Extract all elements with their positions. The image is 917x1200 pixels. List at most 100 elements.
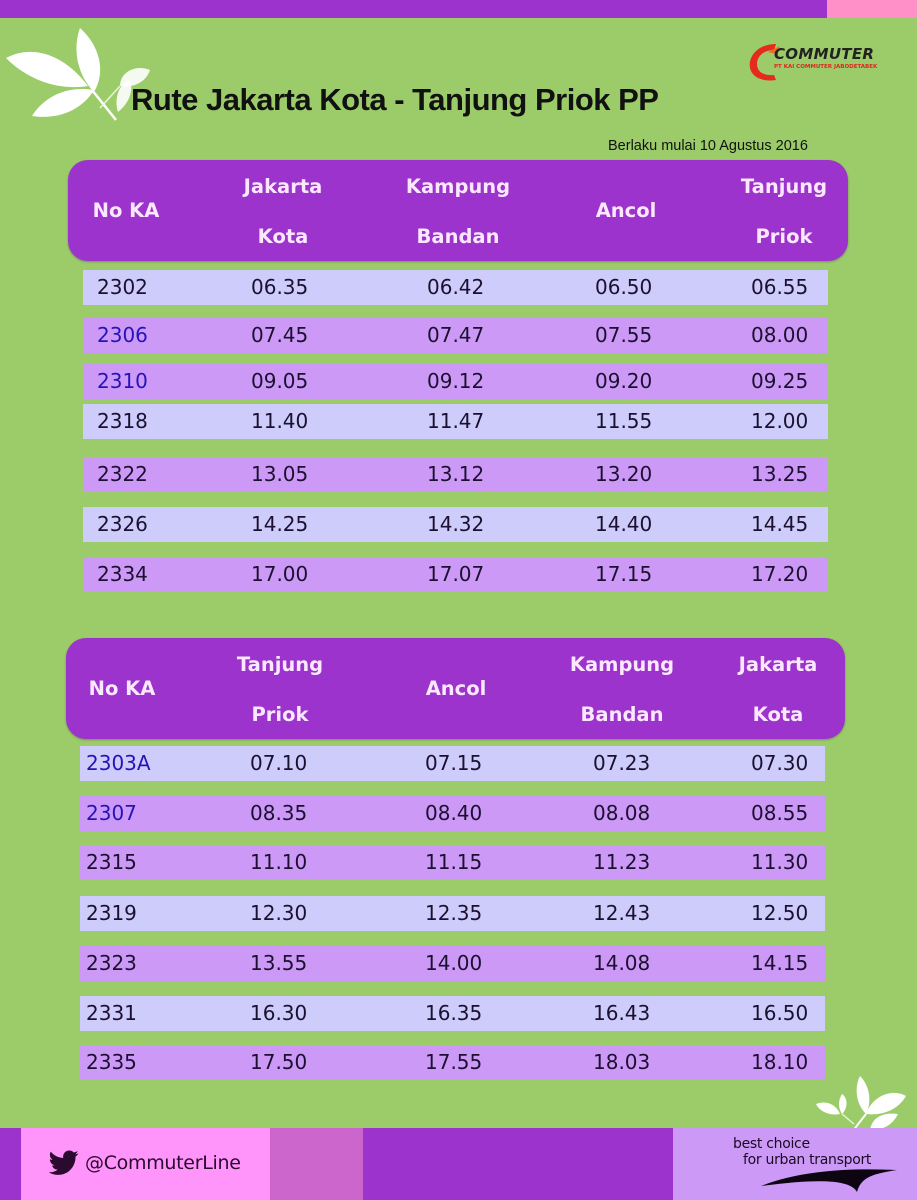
train-number: 2326 bbox=[97, 512, 148, 536]
train-number: 2335 bbox=[86, 1050, 137, 1074]
departure-time: 18.03 bbox=[593, 1050, 651, 1074]
top-color-bar bbox=[0, 0, 917, 18]
header-jakarta-kota: Jakarta Kota bbox=[738, 653, 818, 726]
departure-time: 11.10 bbox=[250, 850, 308, 874]
departure-time: 16.30 bbox=[250, 1001, 308, 1025]
departure-time: 13.12 bbox=[427, 462, 485, 486]
table-row: 2335 17.50 17.55 18.03 18.10 bbox=[80, 1045, 825, 1080]
departure-time: 14.32 bbox=[427, 512, 485, 536]
departure-time: 14.40 bbox=[595, 512, 653, 536]
train-number: 2315 bbox=[86, 850, 137, 874]
footer-tagline-segment: best choice for urban transport bbox=[673, 1128, 917, 1200]
header-no-ka: No KA bbox=[88, 677, 156, 700]
departure-time: 08.55 bbox=[751, 801, 809, 825]
table-row: 2319 12.30 12.35 12.43 12.50 bbox=[80, 896, 825, 931]
departure-time: 09.20 bbox=[595, 369, 653, 393]
train-number: 2310 bbox=[97, 369, 148, 393]
train-number: 2319 bbox=[86, 901, 137, 925]
departure-time: 17.55 bbox=[425, 1050, 483, 1074]
page-title: Rute Jakarta Kota - Tanjung Priok PP bbox=[131, 82, 659, 117]
leaves-decoration-icon bbox=[816, 1076, 906, 1132]
departure-time: 17.20 bbox=[751, 562, 809, 586]
departure-time: 07.45 bbox=[251, 323, 309, 347]
departure-time: 06.50 bbox=[595, 275, 653, 299]
commuter-logo-icon bbox=[749, 44, 780, 81]
departure-time: 11.47 bbox=[427, 409, 485, 433]
header-ancol: Ancol bbox=[425, 677, 487, 700]
top-bar-purple-segment bbox=[0, 0, 827, 18]
table1-header: No KA Jakarta Kota Kampung Bandan Ancol … bbox=[68, 160, 848, 261]
departure-time: 13.25 bbox=[751, 462, 809, 486]
logo-name: COMMUTER bbox=[774, 45, 875, 63]
departure-time: 08.40 bbox=[425, 801, 483, 825]
swoosh-icon bbox=[761, 1169, 897, 1192]
train-number: 2318 bbox=[97, 409, 148, 433]
departure-time: 07.15 bbox=[425, 751, 483, 775]
table-row: 2334 17.00 17.07 17.15 17.20 bbox=[83, 557, 828, 592]
footer: @CommuterLine best choice for urban tran… bbox=[0, 1128, 917, 1200]
departure-time: 07.10 bbox=[250, 751, 308, 775]
table-row: 2306 07.45 07.47 07.55 08.00 bbox=[83, 318, 828, 353]
departure-time: 08.00 bbox=[751, 323, 809, 347]
departure-time: 11.23 bbox=[593, 850, 651, 874]
departure-time: 16.35 bbox=[425, 1001, 483, 1025]
departure-time: 12.50 bbox=[751, 901, 809, 925]
departure-time: 16.50 bbox=[751, 1001, 809, 1025]
table-row: 2307 08.35 08.40 08.08 08.55 bbox=[80, 796, 825, 831]
departure-time: 14.25 bbox=[251, 512, 309, 536]
departure-time: 12.00 bbox=[751, 409, 809, 433]
train-number: 2306 bbox=[97, 323, 148, 347]
train-number: 2307 bbox=[86, 801, 137, 825]
table-row: 2303A 07.10 07.15 07.23 07.30 bbox=[80, 746, 825, 781]
header-jakarta-kota: Jakarta Kota bbox=[243, 175, 323, 248]
header-tanjung-priok: Tanjung Priok bbox=[740, 175, 828, 248]
twitter-handle: @CommuterLine bbox=[85, 1152, 241, 1174]
footer-purple-segment bbox=[0, 1128, 21, 1200]
departure-time: 17.50 bbox=[250, 1050, 308, 1074]
train-number: 2331 bbox=[86, 1001, 137, 1025]
departure-time: 06.55 bbox=[751, 275, 809, 299]
departure-time: 13.55 bbox=[250, 951, 308, 975]
departure-time: 07.30 bbox=[751, 751, 809, 775]
table2-header: No KA Tanjung Priok Ancol Kampung Bandan… bbox=[66, 638, 845, 739]
departure-time: 14.00 bbox=[425, 951, 483, 975]
table-row: 2326 14.25 14.32 14.40 14.45 bbox=[83, 507, 828, 542]
twitter-link[interactable]: @CommuterLine bbox=[49, 1150, 241, 1176]
tagline-line2: for urban transport bbox=[743, 1152, 872, 1168]
departure-time: 17.07 bbox=[427, 562, 485, 586]
top-bar-pink-segment bbox=[827, 0, 917, 18]
header-no-ka: No KA bbox=[92, 199, 160, 222]
departure-time: 11.30 bbox=[751, 850, 809, 874]
departure-time: 11.40 bbox=[251, 409, 309, 433]
twitter-bird-icon bbox=[49, 1150, 79, 1175]
departure-time: 11.55 bbox=[595, 409, 653, 433]
header-ancol: Ancol bbox=[595, 199, 657, 222]
valid-from-date: Berlaku mulai 10 Agustus 2016 bbox=[608, 138, 808, 154]
table-row: 2331 16.30 16.35 16.43 16.50 bbox=[80, 996, 825, 1031]
departure-time: 17.00 bbox=[251, 562, 309, 586]
departure-time: 07.47 bbox=[427, 323, 485, 347]
departure-time: 06.42 bbox=[427, 275, 485, 299]
departure-time: 18.10 bbox=[751, 1050, 809, 1074]
departure-time: 08.35 bbox=[250, 801, 308, 825]
train-number: 2322 bbox=[97, 462, 148, 486]
train-number: 2334 bbox=[97, 562, 148, 586]
table-row: 2322 13.05 13.12 13.20 13.25 bbox=[83, 457, 828, 492]
train-number: 2323 bbox=[86, 951, 137, 975]
departure-time: 13.05 bbox=[251, 462, 309, 486]
departure-time: 14.15 bbox=[751, 951, 809, 975]
departure-time: 17.15 bbox=[595, 562, 653, 586]
departure-time: 12.30 bbox=[250, 901, 308, 925]
table-row: 2323 13.55 14.00 14.08 14.15 bbox=[80, 946, 825, 981]
leaves-decoration-icon bbox=[6, 28, 150, 121]
header-tanjung-priok: Tanjung Priok bbox=[236, 653, 324, 726]
departure-time: 06.35 bbox=[251, 275, 309, 299]
departure-time: 07.23 bbox=[593, 751, 651, 775]
train-number: 2303A bbox=[86, 751, 151, 775]
departure-time: 09.05 bbox=[251, 369, 309, 393]
header-kampung-bandan: Kampung Bandan bbox=[569, 653, 675, 726]
tagline: best choice for urban transport bbox=[733, 1136, 871, 1168]
departure-time: 09.12 bbox=[427, 369, 485, 393]
logo-subtitle: PT KAI COMMUTER JABODETABEK bbox=[774, 64, 878, 70]
departure-time: 13.20 bbox=[595, 462, 653, 486]
